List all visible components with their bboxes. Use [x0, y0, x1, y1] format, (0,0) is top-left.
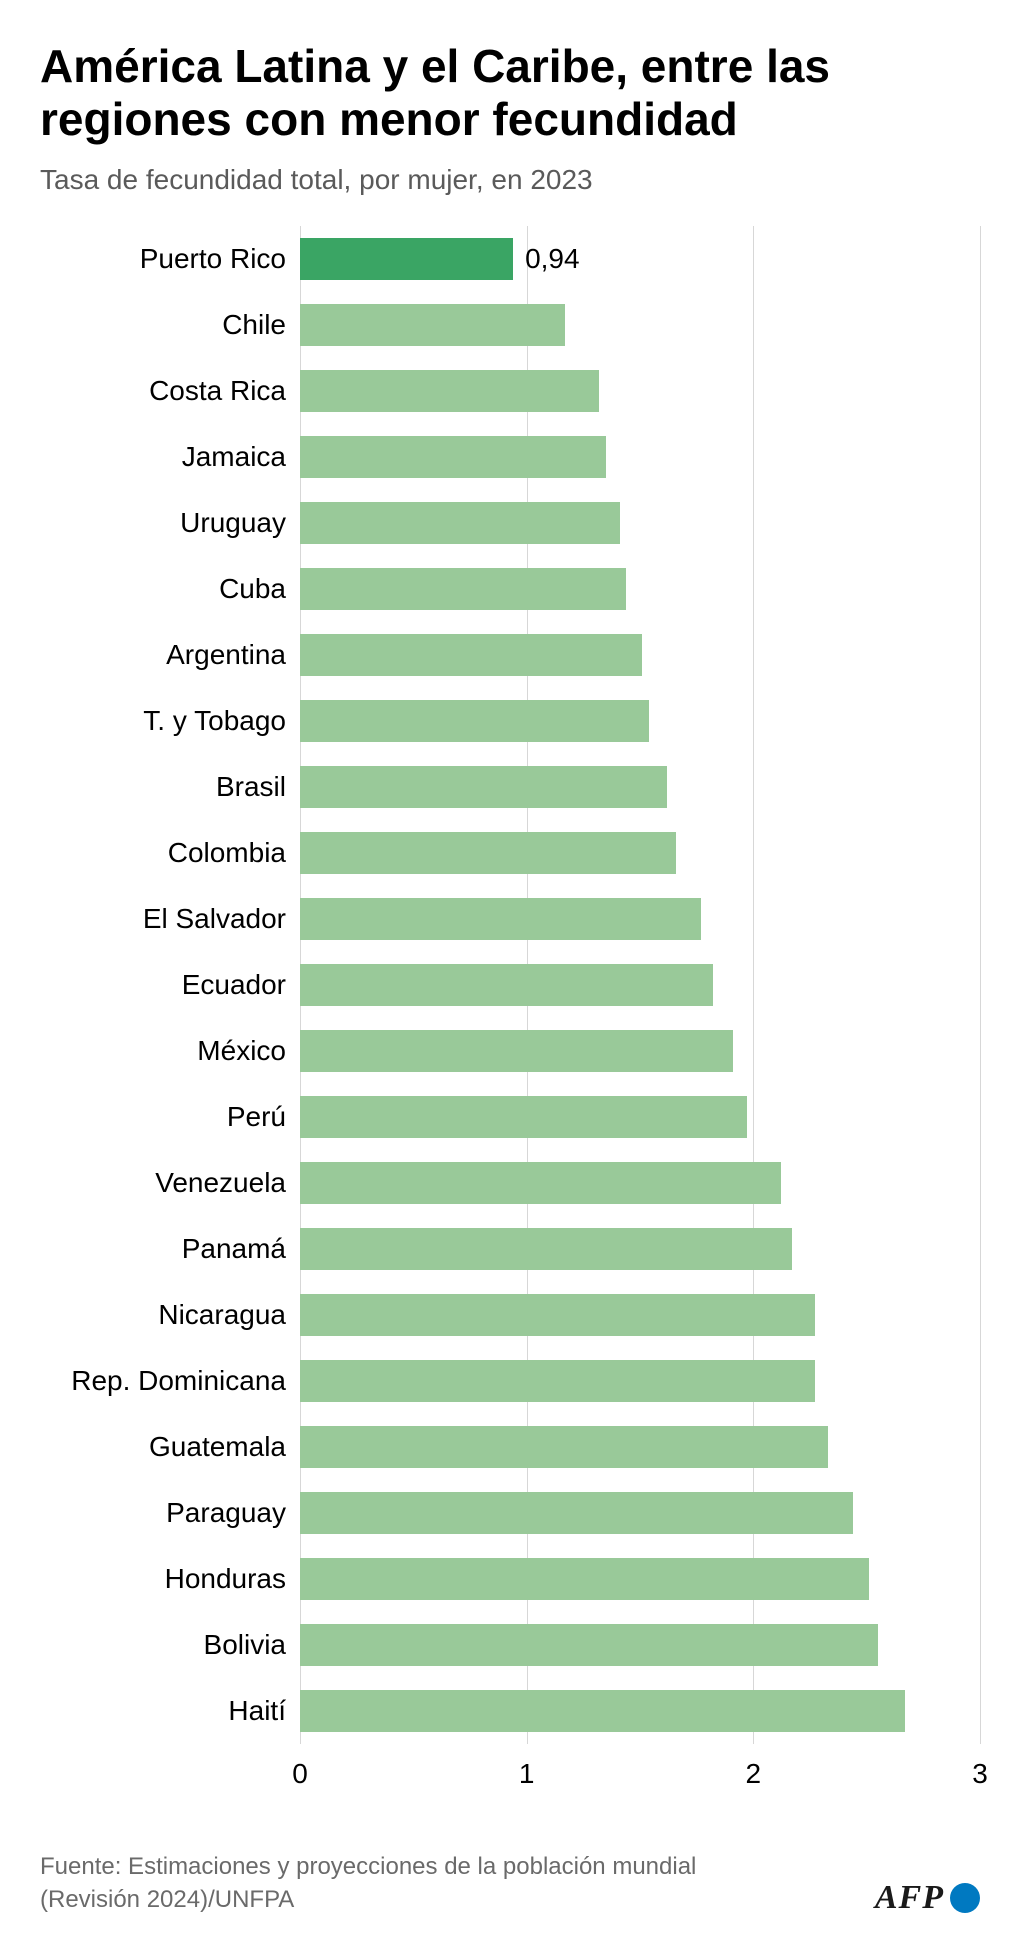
bar-row: [300, 424, 980, 490]
bar: [300, 1690, 905, 1732]
y-axis-label: Panamá: [40, 1216, 300, 1282]
afp-logo-text: AFP: [875, 1879, 944, 1917]
footer: Fuente: Estimaciones y proyecciones de l…: [40, 1850, 980, 1917]
y-axis-label: Cuba: [40, 556, 300, 622]
y-axis-label: Rep. Dominicana: [40, 1348, 300, 1414]
y-axis-label: Paraguay: [40, 1480, 300, 1546]
bar-row: [300, 292, 980, 358]
bar-row: [300, 622, 980, 688]
y-axis-label: Venezuela: [40, 1150, 300, 1216]
y-axis-label: Honduras: [40, 1546, 300, 1612]
bar: [300, 898, 701, 940]
value-label: 0,94: [525, 243, 580, 275]
bar: [300, 964, 713, 1006]
bar-row: [300, 358, 980, 424]
bar: [300, 832, 676, 874]
y-axis-label: Jamaica: [40, 424, 300, 490]
y-axis-labels: Puerto RicoChileCosta RicaJamaicaUruguay…: [40, 226, 300, 1790]
bar-row: [300, 490, 980, 556]
y-axis-label: Costa Rica: [40, 358, 300, 424]
x-axis: 0123: [300, 1750, 980, 1790]
bar: [300, 1162, 781, 1204]
y-axis-label: Ecuador: [40, 952, 300, 1018]
bar: [300, 634, 642, 676]
bar: [300, 1624, 878, 1666]
x-axis-tick: 3: [972, 1758, 988, 1790]
y-axis-label: Nicaragua: [40, 1282, 300, 1348]
bar-row: [300, 1480, 980, 1546]
y-axis-label: México: [40, 1018, 300, 1084]
bar-row: [300, 1348, 980, 1414]
bar-row: [300, 1414, 980, 1480]
x-axis-tick: 2: [746, 1758, 762, 1790]
x-axis-tick: 0: [292, 1758, 308, 1790]
afp-logo: AFP: [875, 1879, 980, 1917]
afp-logo-dot-icon: [950, 1883, 980, 1913]
y-axis-label: Guatemala: [40, 1414, 300, 1480]
bar: [300, 1558, 869, 1600]
bar: [300, 1030, 733, 1072]
bar: [300, 436, 606, 478]
y-axis-label: Brasil: [40, 754, 300, 820]
bar-row: [300, 1678, 980, 1744]
bar: [300, 1360, 815, 1402]
bar: [300, 502, 620, 544]
bar: [300, 370, 599, 412]
plot-area: 0,94 0123: [300, 226, 980, 1790]
bar-row: 0,94: [300, 226, 980, 292]
source-text: Fuente: Estimaciones y proyecciones de l…: [40, 1850, 740, 1917]
bar-row: [300, 886, 980, 952]
y-axis-label: Bolivia: [40, 1612, 300, 1678]
bar-row: [300, 1018, 980, 1084]
bar: [300, 700, 649, 742]
bar-row: [300, 1282, 980, 1348]
bar-row: [300, 688, 980, 754]
bar: [300, 1426, 828, 1468]
bar-row: [300, 754, 980, 820]
y-axis-label: Haití: [40, 1678, 300, 1744]
gridline: [980, 226, 981, 1744]
y-axis-label: Colombia: [40, 820, 300, 886]
bar-row: [300, 556, 980, 622]
bar-row: [300, 1216, 980, 1282]
bar: [300, 766, 667, 808]
bar-row: [300, 1084, 980, 1150]
chart-subtitle: Tasa de fecundidad total, por mujer, en …: [40, 164, 980, 196]
y-axis-label: Chile: [40, 292, 300, 358]
bar-row: [300, 1612, 980, 1678]
y-axis-label: Argentina: [40, 622, 300, 688]
bar: [300, 568, 626, 610]
y-axis-label: El Salvador: [40, 886, 300, 952]
bar: [300, 1228, 792, 1270]
bar-row: [300, 820, 980, 886]
chart-title: América Latina y el Caribe, entre las re…: [40, 40, 980, 146]
bar: [300, 1492, 853, 1534]
bar-row: [300, 1150, 980, 1216]
bar: [300, 304, 565, 346]
bar: [300, 1294, 815, 1336]
bar-row: [300, 952, 980, 1018]
y-axis-label: Perú: [40, 1084, 300, 1150]
y-axis-label: T. y Tobago: [40, 688, 300, 754]
chart-container: Puerto RicoChileCosta RicaJamaicaUruguay…: [40, 226, 980, 1790]
bar: [300, 1096, 747, 1138]
bar-row: [300, 1546, 980, 1612]
y-axis-label: Uruguay: [40, 490, 300, 556]
x-axis-tick: 1: [519, 1758, 535, 1790]
bar: [300, 238, 513, 280]
y-axis-label: Puerto Rico: [40, 226, 300, 292]
